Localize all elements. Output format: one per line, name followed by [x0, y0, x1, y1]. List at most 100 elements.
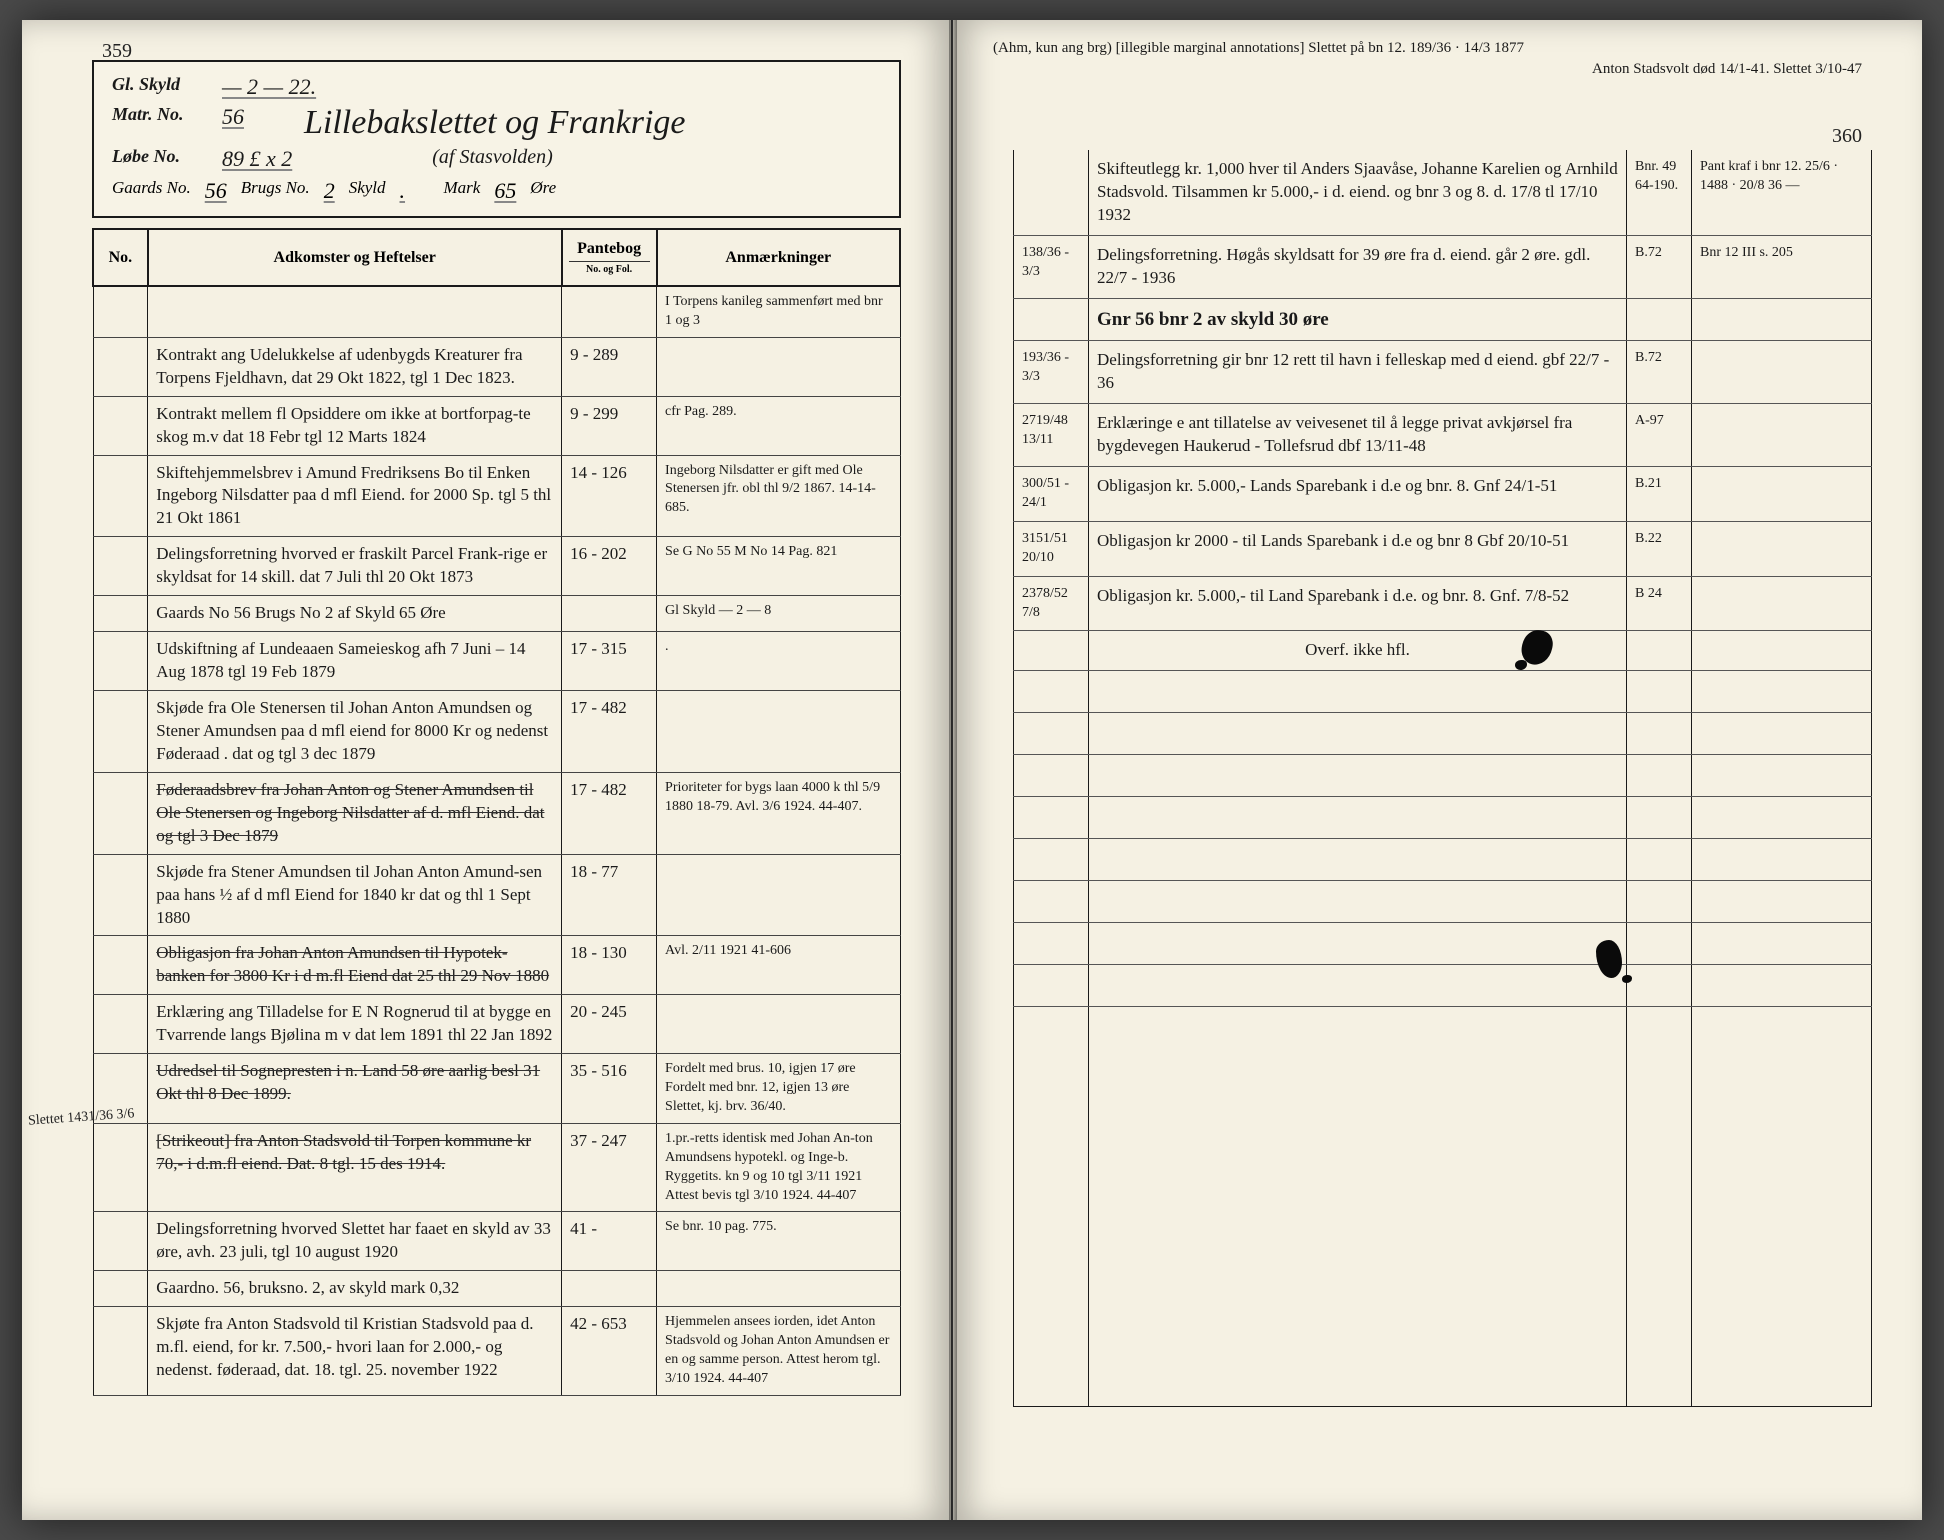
table-row — [1014, 1007, 1872, 1407]
cell-extra — [1692, 341, 1872, 404]
table-row — [1014, 671, 1872, 713]
cell-text: Kontrakt ang Udelukkelse af udenbygds Kr… — [148, 337, 562, 396]
ledger-table-right: Skifteutlegg kr. 1,000 hver til Anders S… — [1013, 150, 1872, 1407]
cell-no — [93, 995, 148, 1054]
cell-ref: A-97 — [1627, 404, 1692, 467]
cell-text: Obligasjon kr 2000 - til Lands Sparebank… — [1089, 521, 1627, 576]
table-row: 3151/51 20/10Obligasjon kr 2000 - til La… — [1014, 521, 1872, 576]
table-row: Udskiftning af Lundeaaen Sameieskog afh … — [93, 632, 900, 691]
empty-cell — [1014, 755, 1089, 797]
cell-no — [93, 596, 148, 632]
cell-no — [93, 772, 148, 854]
cell-no — [93, 854, 148, 936]
empty-cell — [1692, 713, 1872, 755]
cell-extra — [1692, 576, 1872, 631]
table-row: Gaardno. 56, bruksno. 2, av skyld mark 0… — [93, 1271, 900, 1307]
cell-note — [657, 337, 900, 396]
brugs-no-label: Brugs No. — [241, 178, 310, 204]
cell-ref: 35 - 516 — [562, 1054, 657, 1124]
cell-ref: 16 - 202 — [562, 537, 657, 596]
right-page: (Ahm, kun ang brg) [illegible marginal a… — [953, 20, 1922, 1520]
cell-extra — [1692, 631, 1872, 671]
matr-no-label: Matr. No. — [112, 104, 202, 142]
table-row: Gnr 56 bnr 2 av skyld 30 øre — [1014, 298, 1872, 341]
table-row: Skiftehjemmelsbrev i Amund Fredriksens B… — [93, 455, 900, 537]
table-row: Delingsforretning hvorved Slettet har fa… — [93, 1212, 900, 1271]
cell-ref: B 24 — [1627, 576, 1692, 631]
skyld-value: . — [400, 178, 430, 204]
empty-cell — [1089, 839, 1627, 881]
table-row: [Strikeout] fra Anton Stadsvold til Torp… — [93, 1123, 900, 1212]
table-row — [1014, 881, 1872, 923]
cell-text: Erklæring ang Tilladelse for E N Rogneru… — [148, 995, 562, 1054]
cell-text: Skjøte fra Anton Stadsvold til Kristian … — [148, 1307, 562, 1396]
empty-cell — [1089, 713, 1627, 755]
cell-note — [657, 995, 900, 1054]
cell-ref: 17 - 482 — [562, 691, 657, 773]
cell-no — [1014, 298, 1089, 341]
cell-note: Gl Skyld — 2 — 8 — [657, 596, 900, 632]
empty-cell — [1089, 881, 1627, 923]
book-spine — [949, 20, 957, 1520]
top-marginal-notes: (Ahm, kun ang brg) [illegible marginal a… — [993, 38, 1862, 80]
empty-cell — [1089, 965, 1627, 1007]
cell-text: Føderaadsbrev fra Johan Anton og Stener … — [148, 772, 562, 854]
empty-cell — [1014, 965, 1089, 1007]
table-row: 138/36 - 3/3Delingsforretning. Høgås sky… — [1014, 235, 1872, 298]
cell-text: Udredsel til Sognepresten i n. Land 58 ø… — [148, 1054, 562, 1124]
col-header-pantebog: Pantebog No. og Fol. — [562, 229, 657, 286]
brugs-no-value: 2 — [324, 178, 335, 204]
cell-no — [93, 396, 148, 455]
table-row: Overf. ikke hfl. — [1014, 631, 1872, 671]
table-row: Erklæring ang Tilladelse for E N Rogneru… — [93, 995, 900, 1054]
cell-no — [93, 691, 148, 773]
cell-note: Fordelt med brus. 10, igjen 17 øre Forde… — [657, 1054, 900, 1124]
table-row: Delingsforretning hvorved er fraskilt Pa… — [93, 537, 900, 596]
cell-ref — [562, 286, 657, 337]
cell-text: Obligasjon kr. 5.000,- Lands Sparebank i… — [1089, 467, 1627, 522]
empty-cell — [1089, 923, 1627, 965]
table-row: 300/51 - 24/1Obligasjon kr. 5.000,- Land… — [1014, 467, 1872, 522]
cell-no: 2719/48 13/11 — [1014, 404, 1089, 467]
cell-extra — [1692, 298, 1872, 341]
cell-text: Delingsforretning hvorved er fraskilt Pa… — [148, 537, 562, 596]
pantebog-sub: No. og Fol. — [569, 261, 650, 275]
cell-text: [Strikeout] fra Anton Stadsvold til Torp… — [148, 1123, 562, 1212]
cell-no — [93, 1307, 148, 1396]
table-row: Udredsel til Sognepresten i n. Land 58 ø… — [93, 1054, 900, 1124]
cell-no — [93, 1123, 148, 1212]
cell-ref: B.72 — [1627, 341, 1692, 404]
cell-no: 3151/51 20/10 — [1014, 521, 1089, 576]
empty-cell — [1692, 1007, 1872, 1407]
cell-text: Obligasjon kr. 5.000,- til Land Spareban… — [1089, 576, 1627, 631]
cell-text: Udskiftning af Lundeaaen Sameieskog afh … — [148, 632, 562, 691]
header-box: Gl. Skyld — 2 — 22. Matr. No. 56 Lilleba… — [92, 60, 901, 218]
empty-cell — [1627, 797, 1692, 839]
table-row: Skjøte fra Anton Stadsvold til Kristian … — [93, 1307, 900, 1396]
property-subtitle: (af Stasvolden) — [432, 146, 553, 172]
cell-note: Se bnr. 10 pag. 775. — [657, 1212, 900, 1271]
table-row: Kontrakt ang Udelukkelse af udenbygds Kr… — [93, 337, 900, 396]
ledger-table-left: No. Adkomster og Heftelser Pantebog No. … — [92, 228, 901, 1396]
mark-value: 65 — [494, 178, 516, 204]
cell-ref: 17 - 482 — [562, 772, 657, 854]
cell-text: Gaardno. 56, bruksno. 2, av skyld mark 0… — [148, 1271, 562, 1307]
table-row — [1014, 713, 1872, 755]
cell-text: Skifteutlegg kr. 1,000 hver til Anders S… — [1089, 150, 1627, 235]
cell-text: Erklæringe e ant tillatelse av veivesene… — [1089, 404, 1627, 467]
col-header-anmerk: Anmærkninger — [657, 229, 900, 286]
empty-cell — [1692, 923, 1872, 965]
cell-no — [93, 1212, 148, 1271]
cell-no: 300/51 - 24/1 — [1014, 467, 1089, 522]
table-row — [1014, 839, 1872, 881]
cell-extra — [1692, 467, 1872, 522]
cell-extra — [1692, 521, 1872, 576]
cell-ref: 41 - — [562, 1212, 657, 1271]
cell-no — [93, 537, 148, 596]
cell-text: Delingsforretning. Høgås skyldsatt for 3… — [1089, 235, 1627, 298]
empty-cell — [1627, 755, 1692, 797]
cell-no — [93, 1271, 148, 1307]
cell-ref — [562, 1271, 657, 1307]
table-row: Kontrakt mellem fl Opsiddere om ikke at … — [93, 396, 900, 455]
cell-note: Hjemmelen ansees iorden, idet Anton Stad… — [657, 1307, 900, 1396]
